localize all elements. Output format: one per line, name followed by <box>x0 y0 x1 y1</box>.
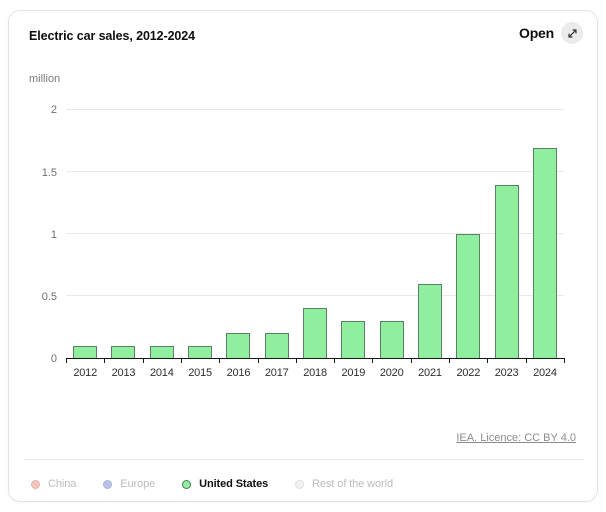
bar-slot-2013 <box>104 93 142 358</box>
legend-label: Rest of the world <box>312 478 393 490</box>
x-tick-label-2021: 2021 <box>418 367 442 379</box>
bar-slot-2012 <box>66 93 104 358</box>
x-tick-label-2015: 2015 <box>188 367 212 379</box>
x-axis-tick <box>257 358 259 363</box>
legend-item-europe[interactable]: Europe <box>103 478 155 490</box>
open-button-label: Open <box>519 25 554 41</box>
legend-item-united-states[interactable]: United States <box>182 478 268 490</box>
legend-label: Europe <box>120 478 156 490</box>
bar-2018[interactable] <box>303 308 328 358</box>
legend-dot-europe <box>103 479 113 489</box>
bar-2015[interactable] <box>188 345 213 358</box>
x-tick-label-2014: 2014 <box>149 367 174 379</box>
x-axis-tick <box>142 358 144 363</box>
x-tick-label-2018: 2018 <box>303 367 327 379</box>
chart-card: Electric car sales, 2012-2024 Open milli… <box>8 10 598 502</box>
bar-2014[interactable] <box>149 345 174 358</box>
legend-label: China <box>48 478 77 490</box>
x-axis-tick-labels: 2012 2013 2014 2015 2016 2017 2018 2019 2020 2021… <box>66 367 564 379</box>
chart-title: Electric car sales, 2012-2024 <box>29 29 195 43</box>
bar-2024[interactable] <box>532 147 557 358</box>
legend-dot-rest-of-the-world <box>295 479 305 489</box>
x-axis-tick <box>66 358 67 363</box>
bar-slot-2017 <box>258 93 296 358</box>
legend-item-rest-of-the-world[interactable]: Rest of the world <box>295 478 393 490</box>
legend-divider <box>24 459 584 460</box>
bar-2023[interactable] <box>494 184 519 358</box>
bar-2020[interactable] <box>379 320 404 358</box>
legend: China Europe United States Rest of the worl… <box>31 478 393 490</box>
x-tick-label-2024: 2024 <box>533 367 557 379</box>
x-axis-tick <box>219 358 221 363</box>
bar-slot-2024 <box>526 93 564 358</box>
bars-container <box>66 93 564 358</box>
x-axis-tick <box>410 358 412 363</box>
x-tick-label-2020: 2020 <box>379 367 404 379</box>
bar-slot-2018 <box>296 93 334 358</box>
y-tick-label-2: 2 <box>50 104 57 117</box>
open-button[interactable]: Open <box>519 22 583 44</box>
x-tick-label-2022: 2022 <box>456 367 481 379</box>
bar-slot-2019 <box>334 93 372 358</box>
bar-2021[interactable] <box>417 283 442 358</box>
bar-slot-2023 <box>487 93 525 358</box>
bar-slot-2021 <box>411 93 449 358</box>
y-tick-label-1.5: 1.5 <box>41 166 57 179</box>
x-axis-tick <box>487 358 489 363</box>
gridline-2 <box>66 109 564 111</box>
x-tick-label-2013: 2013 <box>111 367 136 379</box>
x-axis-tick <box>372 358 374 363</box>
bar-slot-2020 <box>373 93 411 358</box>
bar-chart-plot-area <box>66 93 565 363</box>
expand-icon <box>561 22 583 44</box>
gridline-0.5 <box>66 295 564 297</box>
gridline-1.5 <box>66 171 564 173</box>
gridline-1 <box>66 233 564 235</box>
source-licence-link[interactable]: IEA. Licence: CC BY 4.0 <box>456 432 576 444</box>
x-axis-tick <box>334 358 336 363</box>
x-tick-label-2016: 2016 <box>226 367 251 379</box>
legend-item-china[interactable]: China <box>31 478 76 490</box>
y-axis-unit-label: million <box>29 73 61 85</box>
bar-slot-2014 <box>143 93 181 358</box>
bar-2019[interactable] <box>341 320 366 358</box>
y-tick-label-1: 1 <box>50 228 57 241</box>
x-axis-tick <box>449 358 451 363</box>
x-tick-label-2012: 2012 <box>73 367 97 379</box>
legend-label: United States <box>199 478 269 490</box>
x-tick-label-2019: 2019 <box>341 367 366 379</box>
x-axis-tick <box>525 358 527 363</box>
x-tick-label-2023: 2023 <box>494 367 519 379</box>
bar-2016[interactable] <box>226 333 251 358</box>
bar-slot-2016 <box>219 93 257 358</box>
legend-dot-china <box>31 479 40 489</box>
y-tick-label-0.5: 0.5 <box>41 290 57 303</box>
y-tick-label-0: 0 <box>50 353 57 365</box>
x-axis-tick <box>564 358 565 363</box>
x-axis-tick <box>180 358 182 363</box>
y-axis-tick-labels: 0 0.5 1 1.5 2 <box>19 93 57 365</box>
x-axis-tick <box>295 358 297 363</box>
bar-2022[interactable] <box>456 234 481 358</box>
bar-2013[interactable] <box>111 345 136 358</box>
bar-slot-2022 <box>449 93 487 358</box>
bar-slot-2015 <box>181 93 219 358</box>
legend-dot-united-states <box>182 479 192 489</box>
bar-2012[interactable] <box>73 345 98 358</box>
x-tick-label-2017: 2017 <box>264 367 289 379</box>
bar-2017[interactable] <box>264 333 289 358</box>
x-axis-tick <box>104 358 106 363</box>
